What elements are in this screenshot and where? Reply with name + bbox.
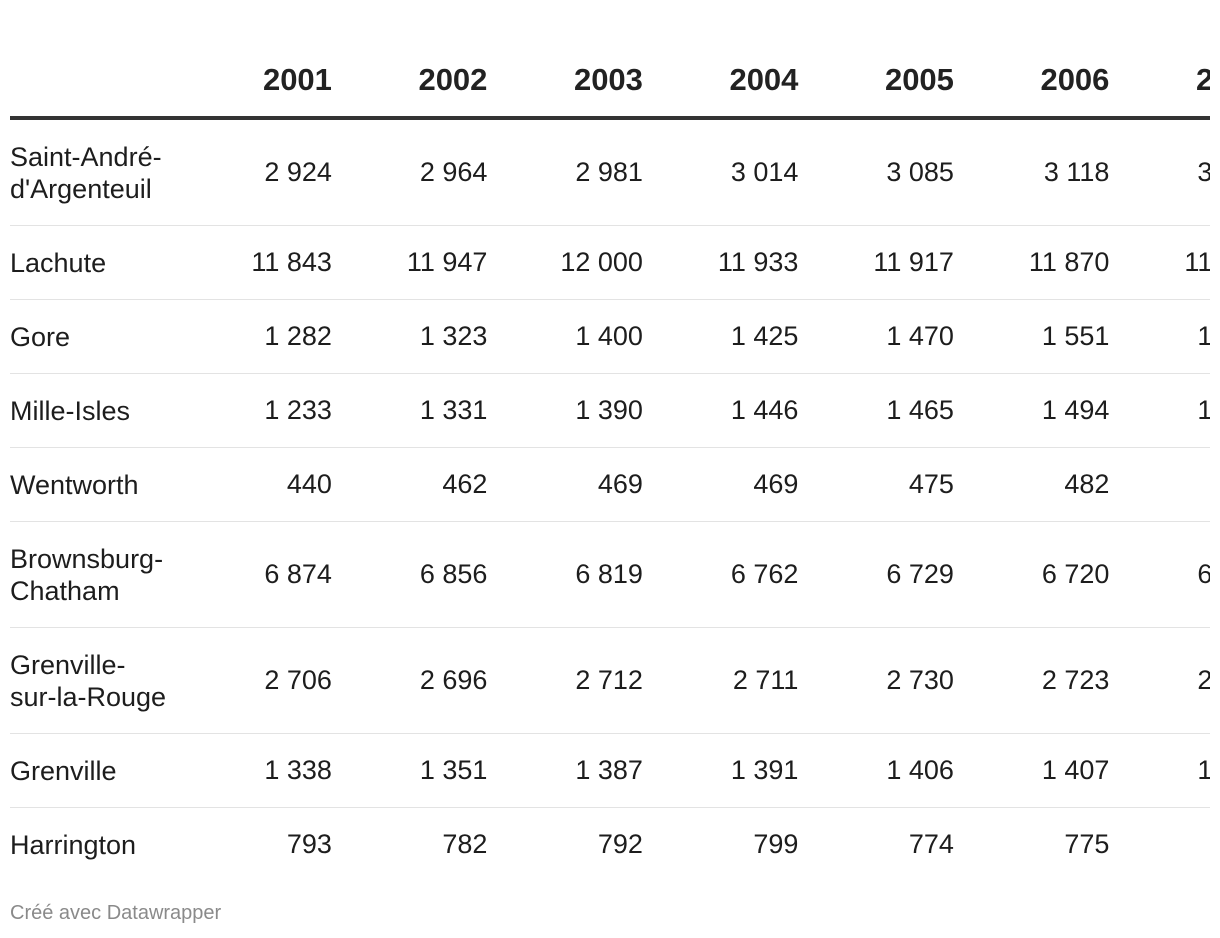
cell-value-2006: 2 723 bbox=[953, 627, 1110, 734]
row-label: Harrington bbox=[10, 829, 137, 860]
cell-value-2006: 3 118 bbox=[953, 118, 1110, 226]
cell-value-2005: 774 bbox=[908, 829, 954, 859]
cell-value-2001: 793 bbox=[286, 829, 332, 859]
cell-value-2007: 2 666 bbox=[1109, 627, 1210, 734]
cell-value-2002: 2 964 bbox=[331, 118, 488, 226]
cell-value-2002: 1 323 bbox=[331, 299, 488, 374]
table-header-row: 2001200220032004200520062007 bbox=[10, 0, 1210, 120]
cell-value-2007: 475 bbox=[1109, 447, 1210, 522]
table-row: Saint-André-d'Argenteuil 2 924 2 964 2 981 3… bbox=[10, 118, 1210, 226]
cell-value-2006: 775 bbox=[1064, 829, 1110, 859]
row-label: Lachute bbox=[10, 225, 177, 300]
cell-value-2001: 2 924 bbox=[176, 118, 332, 226]
cell-value-2002: 11 947 bbox=[331, 225, 488, 300]
cell-value-2006: 1 494 bbox=[953, 373, 1110, 448]
row-label: Gore bbox=[10, 299, 177, 374]
cell-value-2007: 810 bbox=[1109, 808, 1210, 882]
cell-value-2001: 1 338 bbox=[176, 733, 332, 808]
row-label: Grenville-sur-la-Rouge bbox=[10, 627, 177, 734]
cell-value-2006: 11 870 bbox=[953, 225, 1110, 300]
cell-value-2002: 782 bbox=[442, 829, 488, 859]
cell-value-2003: 2 712 bbox=[487, 627, 643, 734]
cell-value-2005: 1 470 bbox=[798, 299, 954, 374]
header-name-column bbox=[10, 0, 177, 120]
cell-value-2005: 475 bbox=[798, 447, 954, 522]
table-row: Lachute 11 843 11 947 12 000 11 933 11 917 11 … bbox=[10, 225, 1210, 300]
cell-value-2006: 1 407 bbox=[953, 733, 1110, 808]
cell-value-2004: 1 391 bbox=[642, 733, 799, 808]
cell-value-2007: 1 480 bbox=[1109, 733, 1210, 808]
table-row: Mille-Isles 1 233 1 331 1 390 1 446 1 465 1 49… bbox=[10, 373, 1210, 448]
footer-credit: Créé avec Datawrapper bbox=[10, 902, 222, 924]
population-table: 2001200220032004200520062007 Saint-André… bbox=[10, 0, 1210, 881]
row-label: Wentworth bbox=[10, 447, 177, 522]
column-header-2005: 2005 bbox=[798, 0, 954, 120]
cell-value-2006: 1 551 bbox=[953, 299, 1110, 374]
cell-value-2004: 469 bbox=[642, 447, 799, 522]
cell-value-2007: 1 616 bbox=[1109, 299, 1210, 374]
cell-value-2003: 6 819 bbox=[487, 521, 643, 628]
table-body: Saint-André-d'Argenteuil 2 924 2 964 2 981 3… bbox=[10, 118, 1210, 881]
cell-value-2003: 1 390 bbox=[487, 373, 643, 448]
row-label: Saint-André-d'Argenteuil bbox=[10, 118, 177, 226]
cell-value-2006: 6 720 bbox=[953, 521, 1110, 628]
cell-value-2006: 482 bbox=[953, 447, 1110, 522]
cell-value-2001: 440 bbox=[176, 447, 332, 522]
table-row: Grenville-sur-la-Rouge 2 706 2 696 2 712 2 7… bbox=[10, 627, 1210, 734]
row-label: Brownsburg- Chatham bbox=[10, 521, 177, 628]
cell-value-2003: 792 bbox=[597, 829, 643, 859]
cell-value-2002: 1 351 bbox=[331, 733, 488, 808]
cell-value-2002: 1 331 bbox=[331, 373, 488, 448]
cell-value-2005: 1 406 bbox=[798, 733, 954, 808]
cell-value-2002: 462 bbox=[331, 447, 488, 522]
cell-value-2003: 12 000 bbox=[487, 225, 643, 300]
column-header-2002: 2002 bbox=[331, 0, 488, 120]
cell-value-2001: 6 874 bbox=[176, 521, 332, 628]
cell-value-2004: 2 711 bbox=[642, 627, 799, 734]
data-table-container: 2001200220032004200520062007 Saint-André… bbox=[10, 0, 1210, 881]
cell-value-2001: 1 233 bbox=[176, 373, 332, 448]
table-row: Brownsburg- Chatham 6 874 6 856 6 819 6 762 6 … bbox=[10, 521, 1210, 628]
cell-value-2002: 2 696 bbox=[331, 627, 488, 734]
column-header-2001: 2001 bbox=[176, 0, 332, 120]
cell-value-2004: 3 014 bbox=[642, 118, 799, 226]
cell-value-2007: 11 918 bbox=[1109, 225, 1210, 300]
cell-value-2001: 1 282 bbox=[176, 299, 332, 374]
cell-value-2007: 3 199 bbox=[1109, 118, 1210, 226]
row-label: Grenville bbox=[10, 733, 177, 808]
table-row: Grenville 1 338 1 351 1 387 1 391 1 406 1 407 1… bbox=[10, 733, 1210, 808]
table-row: Harrington 793 782 792 799 774 775810 bbox=[10, 808, 1210, 882]
cell-value-2003: 469 bbox=[487, 447, 643, 522]
cell-value-2004: 11 933 bbox=[642, 225, 799, 300]
cell-value-2002: 6 856 bbox=[331, 521, 488, 628]
cell-value-2005: 2 730 bbox=[798, 627, 954, 734]
cell-value-2004: 1 446 bbox=[642, 373, 799, 448]
cell-value-2003: 2 981 bbox=[487, 118, 643, 226]
table-row: Wentworth440462469469475482475 bbox=[10, 447, 1210, 522]
column-header-2006: 2006 bbox=[953, 0, 1110, 120]
cell-value-2005: 3 085 bbox=[798, 118, 954, 226]
cell-value-2001: 2 706 bbox=[176, 627, 332, 734]
cell-value-2007: 6 883 bbox=[1109, 521, 1210, 628]
cell-value-2003: 1 387 bbox=[487, 733, 643, 808]
cell-value-2005: 1 465 bbox=[798, 373, 954, 448]
cell-value-2004: 6 762 bbox=[642, 521, 799, 628]
row-label: Mille-Isles bbox=[10, 373, 177, 448]
column-header-2004: 2004 bbox=[642, 0, 799, 120]
cell-value-2005: 6 729 bbox=[798, 521, 954, 628]
column-header-2003: 2003 bbox=[487, 0, 643, 120]
column-header-2007: 2007 bbox=[1109, 0, 1210, 120]
cell-value-2001: 11 843 bbox=[176, 225, 332, 300]
cell-value-2007: 1 515 bbox=[1109, 373, 1210, 448]
cell-value-2004: 799 bbox=[753, 829, 799, 859]
cell-value-2003: 1 400 bbox=[487, 299, 643, 374]
cell-value-2004: 1 425 bbox=[642, 299, 799, 374]
cell-value-2005: 11 917 bbox=[798, 225, 954, 300]
